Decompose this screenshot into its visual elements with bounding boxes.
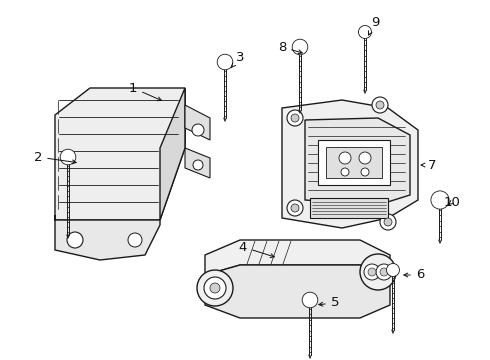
Polygon shape [60, 90, 185, 145]
Text: 9: 9 [368, 15, 379, 35]
Circle shape [339, 152, 351, 164]
Text: 4: 4 [239, 240, 274, 257]
Polygon shape [185, 105, 210, 140]
Polygon shape [205, 265, 390, 318]
Circle shape [128, 233, 142, 247]
Polygon shape [295, 44, 305, 51]
Polygon shape [55, 88, 185, 220]
Text: 6: 6 [404, 269, 424, 282]
Circle shape [372, 97, 388, 113]
Circle shape [361, 168, 369, 176]
Circle shape [380, 214, 396, 230]
Polygon shape [305, 118, 410, 205]
Circle shape [302, 292, 318, 308]
Circle shape [368, 268, 376, 276]
Circle shape [387, 264, 399, 276]
Circle shape [380, 268, 388, 276]
Text: 10: 10 [443, 195, 461, 208]
Polygon shape [55, 215, 160, 260]
Polygon shape [305, 296, 315, 303]
Polygon shape [361, 29, 369, 35]
Polygon shape [220, 58, 230, 66]
Circle shape [67, 232, 83, 248]
Polygon shape [310, 198, 388, 218]
Circle shape [364, 264, 380, 280]
Circle shape [193, 160, 203, 170]
Polygon shape [282, 100, 418, 228]
Circle shape [359, 26, 371, 39]
Polygon shape [160, 88, 185, 220]
Circle shape [210, 283, 220, 293]
Circle shape [291, 204, 299, 212]
Polygon shape [389, 267, 397, 273]
Polygon shape [326, 147, 382, 178]
Circle shape [291, 114, 299, 122]
Circle shape [60, 149, 76, 165]
Circle shape [192, 124, 204, 136]
Polygon shape [205, 240, 390, 275]
Text: 5: 5 [319, 297, 339, 310]
Polygon shape [185, 148, 210, 178]
Circle shape [197, 270, 233, 306]
Circle shape [376, 101, 384, 109]
Text: 1: 1 [129, 81, 162, 101]
Circle shape [431, 191, 449, 209]
Circle shape [360, 254, 396, 290]
Polygon shape [434, 196, 446, 204]
Circle shape [384, 218, 392, 226]
Text: 2: 2 [34, 150, 76, 164]
Circle shape [359, 152, 371, 164]
Circle shape [204, 277, 226, 299]
Polygon shape [318, 140, 390, 185]
Circle shape [292, 39, 308, 55]
Circle shape [217, 54, 233, 70]
Text: 7: 7 [421, 158, 436, 171]
Circle shape [341, 168, 349, 176]
Circle shape [287, 200, 303, 216]
Text: 8: 8 [278, 41, 302, 54]
Text: 3: 3 [231, 50, 244, 68]
Circle shape [287, 110, 303, 126]
Polygon shape [63, 153, 73, 161]
Circle shape [376, 264, 392, 280]
